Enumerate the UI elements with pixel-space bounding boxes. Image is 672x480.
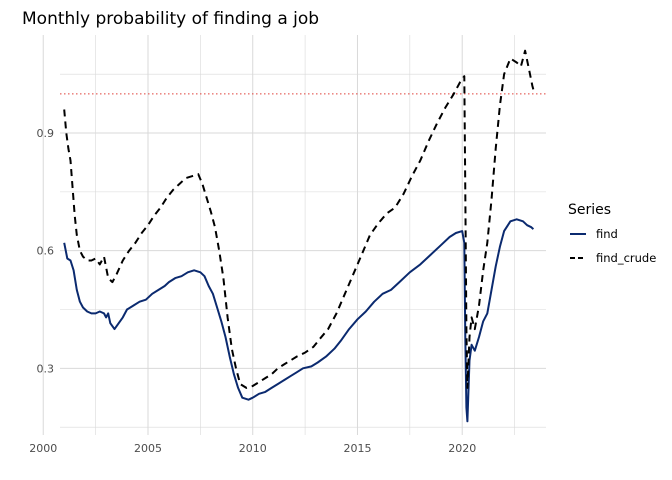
legend-title: Series: [568, 202, 611, 218]
x-tick-label: 2020: [448, 442, 476, 455]
legend-item: find: [570, 227, 618, 241]
legend-item: find_crude: [570, 251, 656, 265]
series-line-find_crude: [63, 49, 536, 389]
legend-items: find find_crude: [570, 227, 656, 265]
x-tick-label: 2000: [29, 442, 57, 455]
legend-label: find: [596, 227, 618, 241]
legend: Series find find_crude: [568, 202, 656, 265]
x-tick-label: 2010: [239, 442, 267, 455]
x-tick-label: 2015: [343, 442, 371, 455]
y-tick-label: 0.9: [37, 127, 55, 140]
legend-label: find_crude: [596, 251, 656, 265]
x-tick-label: 2005: [134, 442, 162, 455]
series-line-find: [63, 218, 535, 423]
axes: 2000 2005 2010 2015 2020 0.3 0.6 0.9: [29, 127, 476, 455]
gridlines: [42, 35, 546, 435]
y-tick-label: 0.3: [37, 362, 55, 375]
series-lines: [63, 49, 536, 423]
y-tick-label: 0.6: [37, 245, 55, 258]
chart-title: Monthly probability of finding a job: [22, 9, 319, 29]
